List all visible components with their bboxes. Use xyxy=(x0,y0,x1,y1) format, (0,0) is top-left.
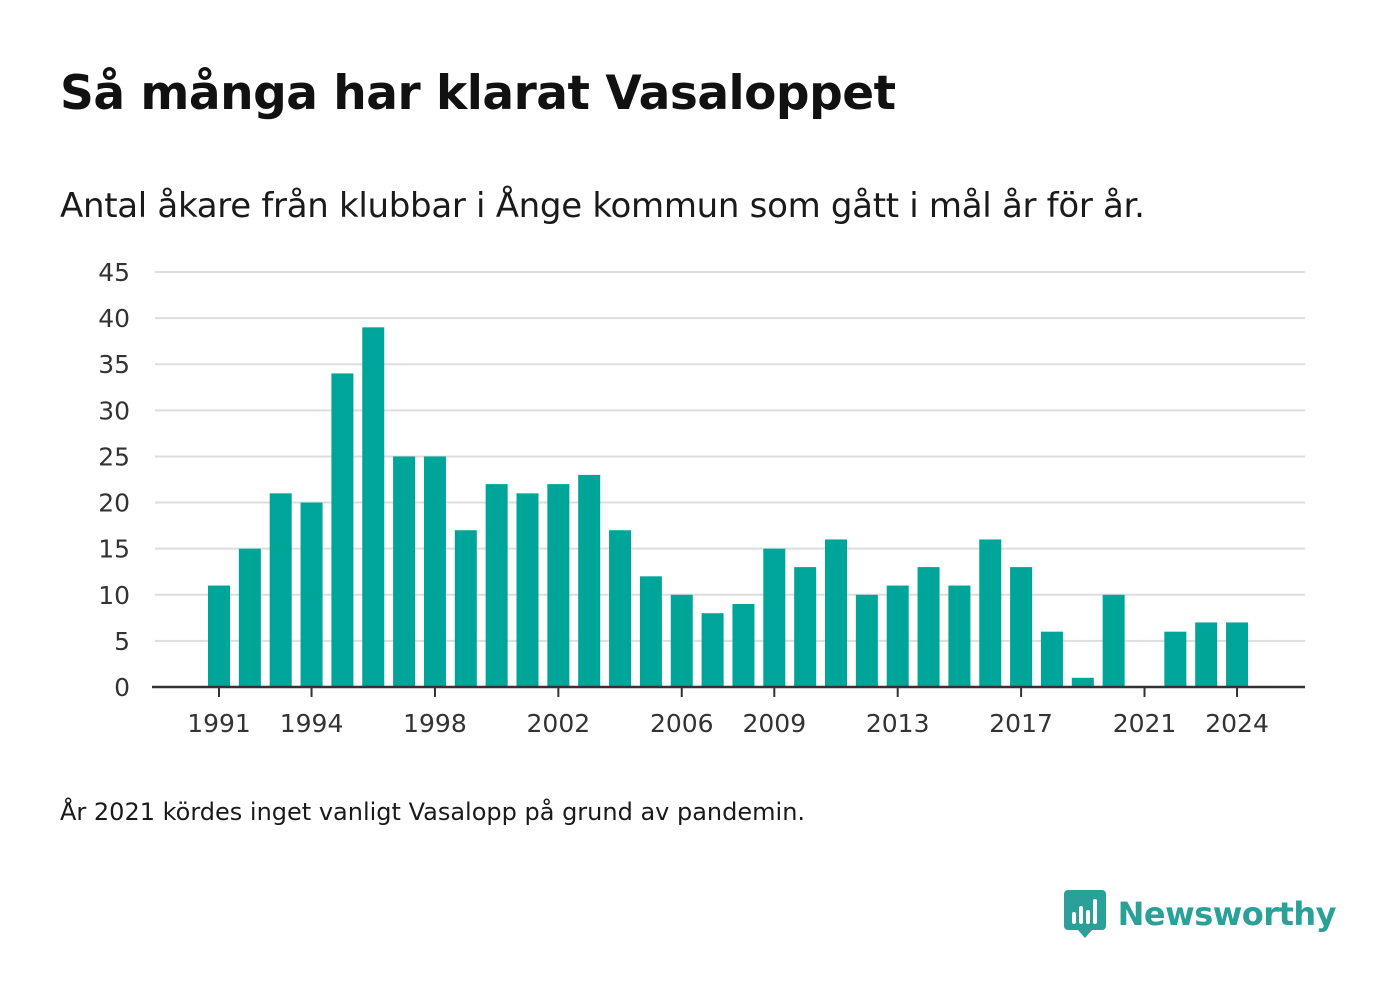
bar-1991 xyxy=(208,585,230,687)
bar-2022 xyxy=(1164,631,1187,687)
bar-2020 xyxy=(1102,594,1125,687)
bars xyxy=(208,327,1249,687)
chart-title: Så många har klarat Vasaloppet xyxy=(60,66,896,121)
x-tick-label: 2006 xyxy=(650,709,714,738)
y-tick-label: 5 xyxy=(114,627,130,656)
y-axis-ticks: 0 5 10 15 20 25 30 35 40 45 xyxy=(98,258,130,702)
y-tick-label: 45 xyxy=(98,258,130,287)
x-tick-label: 1998 xyxy=(403,709,467,738)
bar-2018 xyxy=(1040,631,1063,687)
bar-2010 xyxy=(794,567,817,687)
x-tick-label: 2013 xyxy=(866,709,930,738)
gridlines xyxy=(155,271,1305,642)
y-tick-label: 30 xyxy=(98,396,130,425)
bar-2004 xyxy=(609,530,632,687)
bar-1993 xyxy=(269,493,292,687)
brand: Newsworthy xyxy=(1063,890,1337,938)
brand-name: Newsworthy xyxy=(1117,895,1337,933)
x-tick-label: 1991 xyxy=(187,709,251,738)
bar-1995 xyxy=(331,373,354,687)
x-tick-label: 2017 xyxy=(989,709,1053,738)
bar-1997 xyxy=(393,456,416,687)
bar-chart: 0 5 10 15 20 25 30 35 40 45 1991 1994 1998 2002 2006 2… xyxy=(98,258,1305,738)
x-tick-label: 2002 xyxy=(527,709,591,738)
bar-2007 xyxy=(701,613,724,687)
bar-2005 xyxy=(639,576,662,687)
x-tick-label: 2009 xyxy=(742,709,806,738)
bar-2013 xyxy=(886,585,909,687)
bar-2012 xyxy=(855,594,878,687)
bar-2006 xyxy=(670,594,693,687)
y-tick-label: 0 xyxy=(114,673,130,702)
bar-1998 xyxy=(423,456,446,687)
y-tick-label: 10 xyxy=(98,581,130,610)
bar-2003 xyxy=(578,474,601,687)
x-tick-label: 2024 xyxy=(1205,709,1269,738)
footnote: År 2021 kördes inget vanligt Vasalopp på… xyxy=(60,798,806,826)
bar-1996 xyxy=(362,327,385,687)
y-tick-label: 20 xyxy=(98,489,130,518)
x-tick-label: 2021 xyxy=(1113,709,1177,738)
bar-2009 xyxy=(763,548,786,687)
bar-2016 xyxy=(979,539,1002,687)
bar-2008 xyxy=(732,604,755,687)
bar-2019 xyxy=(1071,677,1094,687)
y-tick-label: 35 xyxy=(98,350,130,379)
x-axis-ticks: 1991 1994 1998 2002 2006 2009 2013 2017 2021 2024 xyxy=(187,687,1269,738)
bar-2017 xyxy=(1010,567,1033,687)
bar-2014 xyxy=(917,567,940,687)
bar-1992 xyxy=(238,548,261,687)
bar-2023 xyxy=(1195,622,1218,687)
bar-2015 xyxy=(948,585,971,687)
bar-2001 xyxy=(516,493,539,687)
bar-2011 xyxy=(825,539,847,687)
bar-1994 xyxy=(300,502,323,687)
y-tick-label: 15 xyxy=(98,535,130,564)
chart-subtitle: Antal åkare från klubbar i Ånge kommun s… xyxy=(60,186,1145,226)
bar-1999 xyxy=(454,530,477,687)
y-tick-label: 40 xyxy=(98,304,130,333)
newsworthy-logo-icon xyxy=(1063,890,1106,938)
bar-2000 xyxy=(485,484,508,687)
bar-2002 xyxy=(547,484,570,687)
y-tick-label: 25 xyxy=(98,442,130,471)
x-tick-label: 1994 xyxy=(280,709,344,738)
bar-2024 xyxy=(1226,622,1249,687)
